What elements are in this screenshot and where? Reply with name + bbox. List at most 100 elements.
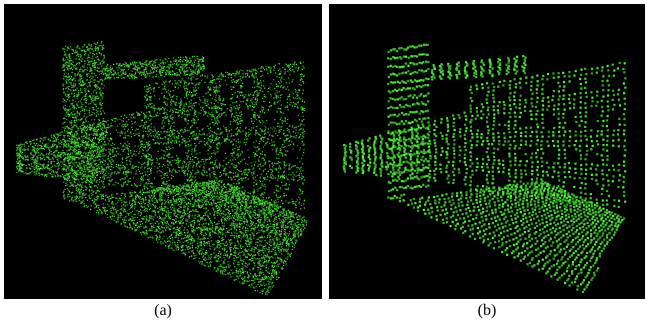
point: [183, 214, 186, 216]
point: [223, 160, 225, 162]
point: [158, 225, 160, 228]
point: [208, 224, 210, 226]
point: [212, 196, 214, 198]
point: [142, 231, 144, 233]
point: [216, 148, 218, 150]
point: [181, 201, 183, 203]
point: [197, 220, 199, 222]
point: [141, 206, 143, 208]
point: [206, 101, 208, 103]
point: [267, 290, 269, 292]
point: [106, 214, 108, 216]
point: [235, 226, 237, 228]
point: [175, 229, 177, 231]
point: [257, 266, 259, 268]
point: [223, 213, 225, 215]
point: [282, 147, 285, 149]
point: [298, 223, 300, 225]
point: [212, 77, 214, 79]
point: [115, 203, 117, 205]
point: [90, 208, 92, 211]
point: [182, 109, 184, 112]
point: [239, 259, 241, 261]
point: [145, 116, 147, 118]
point: [264, 126, 266, 128]
point: [231, 209, 233, 211]
point: [252, 275, 254, 277]
point: [279, 241, 281, 243]
point: [254, 134, 256, 136]
point: [161, 184, 163, 187]
point: [210, 141, 213, 143]
point: [288, 243, 290, 245]
point: [276, 222, 279, 224]
point: [237, 173, 239, 175]
point: [234, 228, 236, 230]
point: [233, 254, 235, 257]
point: [170, 138, 172, 140]
point: [171, 203, 174, 206]
point: [281, 229, 283, 231]
point: [279, 126, 281, 128]
point: [164, 221, 166, 224]
point: [183, 185, 185, 187]
point: [292, 143, 295, 145]
point: [259, 244, 261, 246]
point: [160, 216, 162, 218]
point: [287, 252, 289, 254]
point: [277, 108, 279, 110]
point: [299, 234, 302, 236]
point: [303, 207, 305, 209]
point: [120, 222, 122, 224]
point: [191, 138, 193, 140]
point: [205, 212, 207, 214]
point: [292, 243, 294, 245]
point: [223, 250, 225, 252]
point: [256, 150, 258, 152]
point: [189, 221, 191, 223]
point: [218, 187, 220, 189]
point: [158, 109, 161, 111]
point: [99, 209, 101, 211]
point: [295, 230, 297, 232]
point: [168, 148, 170, 150]
point: [177, 166, 179, 168]
point: [211, 223, 213, 225]
point: [196, 191, 198, 193]
point: [158, 228, 160, 230]
point: [194, 199, 196, 201]
point: [142, 230, 144, 233]
point: [101, 211, 103, 213]
point: [219, 176, 221, 178]
point: [167, 184, 170, 186]
point: [212, 181, 214, 183]
point: [268, 278, 270, 280]
point: [290, 101, 292, 103]
point: [242, 199, 244, 201]
point: [283, 262, 285, 264]
point: [185, 240, 187, 242]
point: [198, 82, 200, 84]
point: [217, 78, 219, 80]
point: [152, 203, 154, 205]
point: [124, 202, 126, 204]
point: [174, 201, 176, 203]
point: [305, 224, 308, 226]
point: [147, 90, 150, 92]
point: [247, 74, 249, 76]
point: [147, 191, 149, 193]
point: [239, 106, 241, 109]
point: [184, 90, 186, 92]
point: [215, 240, 217, 242]
point: [233, 86, 235, 89]
point: [161, 177, 163, 180]
point: [233, 226, 235, 228]
point: [245, 232, 247, 234]
point: [261, 227, 264, 229]
point: [185, 141, 187, 143]
point: [251, 74, 254, 76]
point: [195, 190, 197, 192]
point: [200, 193, 202, 195]
point: [241, 250, 244, 252]
point: [274, 64, 277, 66]
